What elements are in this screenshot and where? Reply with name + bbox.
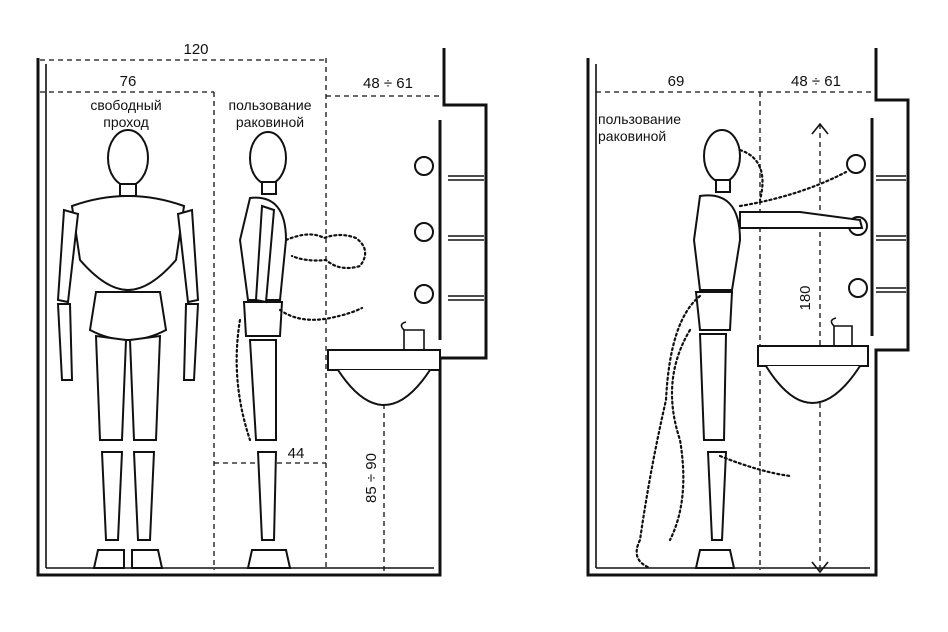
- label-use-right-line1: пользование: [598, 111, 681, 127]
- dim-reach-height-text: 180: [797, 285, 814, 310]
- figure-front-view: [56, 129, 200, 569]
- left-wall-shelves: [414, 120, 484, 340]
- right-panel: 69 48 ÷ 61 180 пользование раковиной: [586, 48, 910, 577]
- reach-arrow-bottom: [811, 561, 829, 574]
- left-room-wall: [36, 48, 488, 577]
- right-wall-shelves: [846, 118, 906, 336]
- left-sink: [327, 321, 441, 406]
- dim-sink-height-text: 85 ÷ 90: [363, 453, 380, 503]
- dim-sink-depth-text-right: 48 ÷ 61: [791, 73, 841, 90]
- dim-sink-depth-text: 48 ÷ 61: [363, 75, 413, 92]
- dim-use-text: 69: [668, 73, 685, 90]
- dim-total-text: 120: [183, 41, 208, 58]
- right-sink: [757, 317, 869, 404]
- label-use-line2: раковиной: [236, 114, 304, 130]
- left-panel: 120 76 48 ÷ 61 44 85 ÷ 90 свободный прох…: [36, 41, 488, 577]
- label-use-right-line2: раковиной: [598, 128, 666, 144]
- label-passage-line2: проход: [103, 114, 149, 130]
- label-passage-line1: свободный: [90, 97, 161, 113]
- figure-reaching: [635, 129, 864, 570]
- right-room-wall: [586, 48, 910, 577]
- dim-approach-text: 44: [288, 445, 305, 462]
- reach-arrow-top: [811, 122, 829, 135]
- label-use-line1: пользование: [229, 97, 312, 113]
- dim-passage-text: 76: [120, 73, 137, 90]
- figure-side-view: [235, 131, 367, 569]
